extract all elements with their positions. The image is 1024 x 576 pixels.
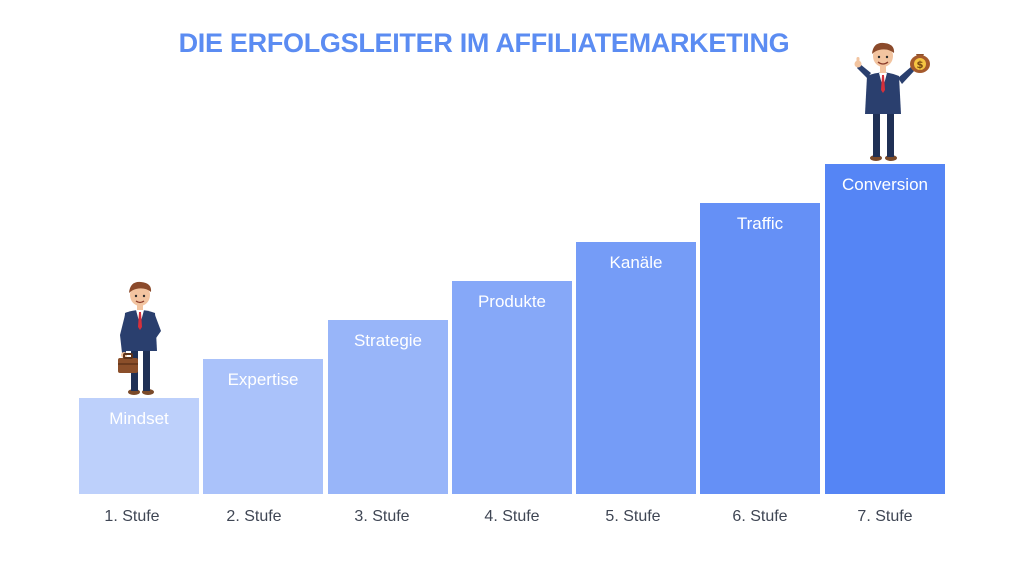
page-title: DIE ERFOLGSLEITER IM AFFILIATEMARKETING (178, 28, 790, 58)
stage-label-3: 3. Stufe (354, 508, 410, 525)
step-produkte: Produkte (452, 281, 572, 494)
step-label: Produkte (477, 292, 547, 311)
step-traffic: Traffic (700, 203, 820, 494)
stage-label-5: 5. Stufe (605, 508, 661, 525)
step-label: Strategie (353, 331, 423, 350)
step-label: Mindset (109, 409, 169, 428)
step-expertise: Expertise (203, 359, 323, 494)
stage-label-4: 4. Stufe (484, 508, 540, 525)
stage-label-7: 7. Stufe (857, 508, 913, 525)
stage-label-2: 2. Stufe (226, 508, 282, 525)
step-mindset: Mindset (79, 398, 199, 494)
step-label: Kanäle (609, 253, 663, 272)
businessman-with-briefcase-icon (118, 281, 161, 395)
businessman-with-money-bag-icon: $ (854, 42, 930, 161)
step-conversion: Conversion (825, 164, 945, 494)
dollar-sign-icon: $ (917, 60, 924, 71)
stage-label-1: 1. Stufe (104, 508, 160, 525)
step-kanaele: Kanäle (576, 242, 696, 494)
step-label: Traffic (736, 214, 784, 233)
step-label: Expertise (227, 370, 299, 389)
step-label: Conversion (842, 175, 928, 194)
step-strategie: Strategie (328, 320, 448, 494)
stage-label-6: 6. Stufe (732, 508, 788, 525)
